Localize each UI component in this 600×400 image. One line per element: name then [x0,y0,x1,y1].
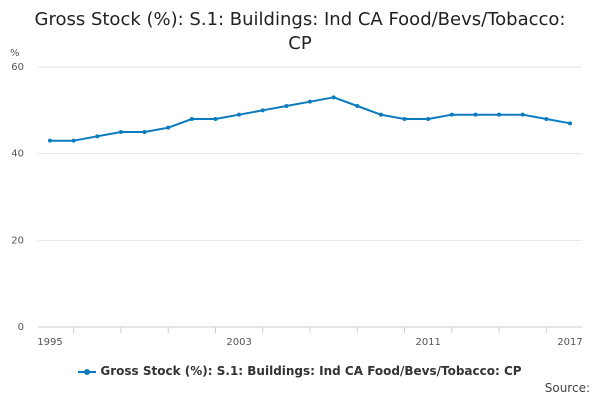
series-line [50,96,571,142]
x-tick-label: 2017 [557,337,582,348]
legend[interactable]: Gross Stock (%): S.1: Buildings: Ind CA … [0,364,600,378]
y-axis-ticks: 0 20 40 60 [11,62,24,333]
data-point [142,130,147,134]
data-point [449,112,454,117]
chart-title-line-1: Gross Stock (%): S.1: Buildings: Ind CA … [34,9,566,30]
y-tick-label: 0 [18,322,24,333]
source-label: Source: [544,381,590,395]
legend-line-marker-icon [78,368,97,375]
data-point [331,95,336,100]
data-point [95,134,100,139]
data-point [544,117,549,121]
data-point [568,121,572,126]
data-point [48,138,52,143]
data-point [166,125,171,130]
data-point [520,112,525,117]
data-point [118,130,123,134]
data-point [473,112,478,117]
data-point [426,117,431,121]
data-point [71,138,76,143]
y-tick-label: 60 [11,62,24,73]
data-point [355,104,360,108]
data-point [308,99,312,104]
y-axis-label: % [10,48,20,59]
x-axis-ticks: 1995 2003 2011 2017 [37,337,582,348]
x-tick-label: 1995 [37,337,62,348]
x-tick-label: 2003 [226,337,251,348]
y-tick-label: 20 [11,235,24,246]
data-point [237,112,242,117]
data-point [284,104,289,108]
series-layer [48,95,572,143]
data-point [189,117,194,121]
x-axis [38,326,582,333]
x-tick-label: 2011 [415,337,440,348]
y-tick-label: 40 [11,149,24,160]
data-point [260,108,265,113]
data-point [378,112,383,117]
data-point [497,112,502,117]
chart-title-line-2: CP [288,33,312,54]
gridlines [38,66,582,241]
legend-label: Gross Stock (%): S.1: Buildings: Ind CA … [100,364,522,378]
chart-title: Gross Stock (%): S.1: Buildings: Ind CA … [0,8,600,56]
data-point [213,117,218,121]
data-point [402,117,407,121]
